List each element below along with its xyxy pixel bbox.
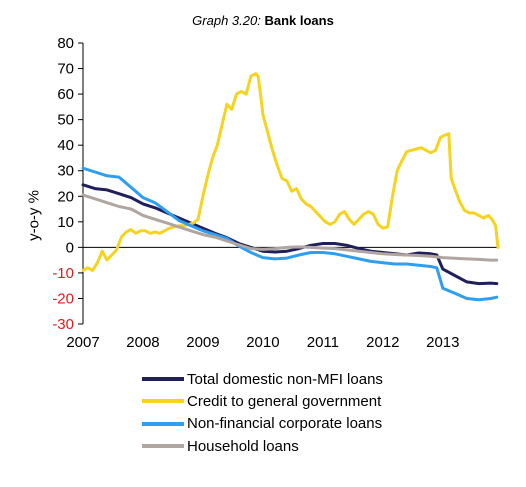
series-line [81, 166, 499, 302]
series-line [81, 193, 499, 262]
legend-swatch [142, 377, 184, 382]
x-tick-label: 2007 [66, 334, 99, 351]
y-tick-label: -10 [52, 265, 74, 282]
y-tick-label: 0 [66, 239, 74, 256]
y-tick-label: 70 [57, 61, 74, 78]
x-tick-label: 2008 [126, 334, 159, 351]
legend-item: Non-financial corporate loans [142, 413, 383, 435]
series-line [81, 72, 500, 272]
y-tick-label: -20 [52, 290, 74, 307]
y-tick-label: -30 [52, 316, 74, 333]
legend-item: Total domestic non-MFI loans [142, 368, 383, 390]
y-tick-label: 10 [57, 214, 74, 231]
y-tick-label: 20 [57, 188, 74, 205]
chart-title-main: Bank loans [264, 13, 334, 28]
legend-label: Non-financial corporate loans [187, 415, 383, 433]
chart-title-prefix: Graph 3.20: [192, 13, 261, 28]
x-tick-label: 2010 [246, 334, 279, 351]
legend-swatch [142, 399, 184, 404]
legend-label: Credit to general government [187, 392, 382, 410]
legend-label: Household loans [187, 437, 299, 455]
legend-swatch [142, 444, 184, 449]
y-tick-label: 80 [57, 35, 74, 52]
series-line [81, 183, 499, 286]
y-tick-label: 60 [57, 86, 74, 103]
chart-title: Graph 3.20: Bank loans [0, 13, 526, 28]
x-tick-label: 2012 [366, 334, 399, 351]
y-tick-label: 30 [57, 163, 74, 180]
legend-swatch [142, 421, 184, 426]
chart-legend: Total domestic non-MFI loans Credit to g… [142, 368, 383, 457]
legend-item: Household loans [142, 435, 383, 457]
legend-label: Total domestic non-MFI loans [187, 370, 383, 388]
x-tick-label: 2011 [307, 334, 339, 351]
y-tick-label: 40 [57, 137, 74, 154]
x-tick-label: 2013 [426, 334, 459, 351]
legend-item: Credit to general government [142, 390, 383, 412]
y-tick-label: 50 [57, 112, 74, 129]
x-tick-label: 2009 [186, 334, 219, 351]
